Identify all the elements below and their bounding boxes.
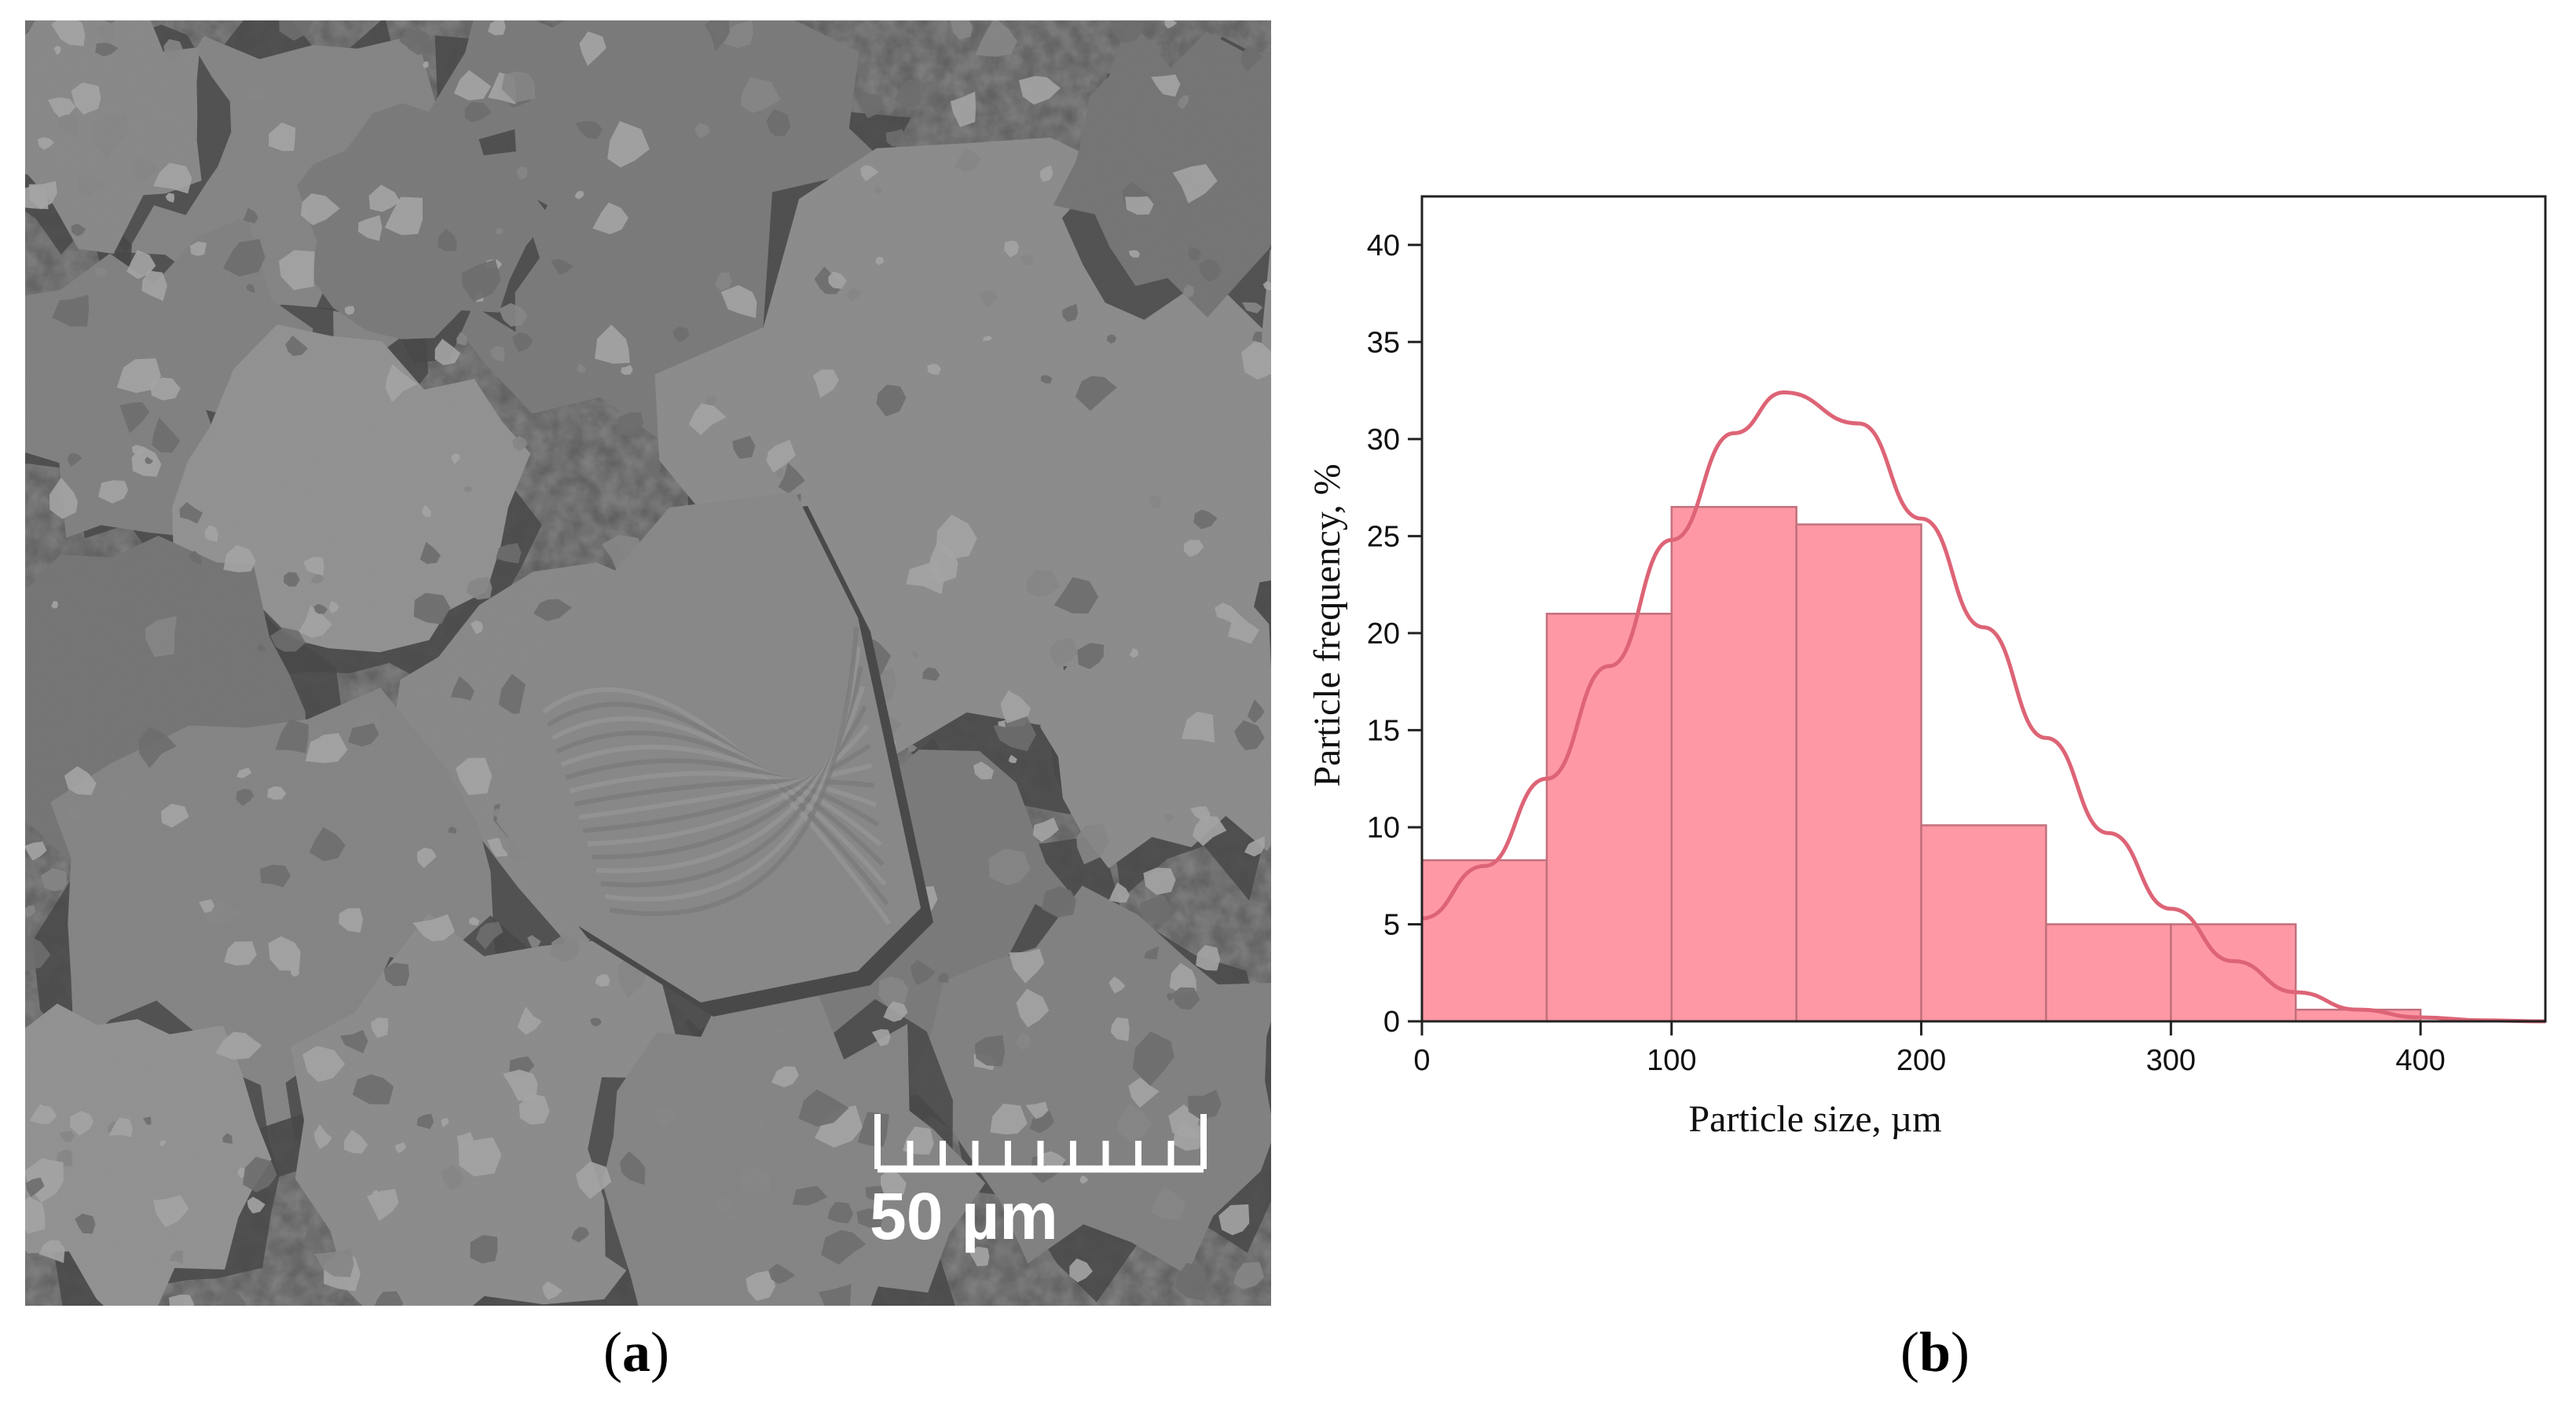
bar-200-250 <box>1920 824 2047 1023</box>
y-tick-label-20: 20 <box>1367 618 1400 651</box>
panel-label-b-letter: b <box>1918 1321 1951 1384</box>
x-axis-ticks: 0 100 200 300 400 <box>1413 1021 2446 1077</box>
bar-300-350 <box>2170 923 2297 1023</box>
y-tick-label-5: 5 <box>1383 908 1400 941</box>
y-tick-label-0: 0 <box>1383 1006 1400 1039</box>
y-tick-label-30: 30 <box>1367 423 1400 456</box>
y-tick-label-35: 35 <box>1367 326 1400 359</box>
y-tick-label-10: 10 <box>1367 812 1400 845</box>
panel-label-b-close: ) <box>1951 1321 1970 1384</box>
panel-label-b: (b) <box>1900 1324 1970 1380</box>
y-axis-ticks: 0 5 10 15 20 25 30 35 40 <box>1367 229 1422 1039</box>
x-tick-label-100: 100 <box>1647 1044 1696 1077</box>
x-tick-label-300: 300 <box>2146 1044 2196 1077</box>
y-tick-label-40: 40 <box>1367 229 1400 262</box>
sem-image <box>25 20 1271 1306</box>
panel-label-b-open: ( <box>1900 1321 1919 1384</box>
bar-150-200 <box>1795 523 1922 1023</box>
bar-100-150 <box>1670 506 1797 1023</box>
x-axis-title: Particle size, µm <box>1688 1098 1941 1140</box>
scale-bar-label: 50 µm <box>870 1179 1058 1253</box>
histogram-panel: 0 100 200 300 400 0 5 10 15 20 25 30 35 40 Particle … <box>1281 157 2569 1171</box>
bar-250-300 <box>2045 923 2172 1023</box>
x-tick-label-400: 400 <box>2395 1044 2445 1077</box>
plot-frame <box>1420 195 2547 1023</box>
y-tick-label-25: 25 <box>1367 520 1400 553</box>
panel-label-a: (a) <box>603 1324 669 1380</box>
x-tick-label-200: 200 <box>1896 1044 1946 1077</box>
fit-curve <box>1421 390 2546 1024</box>
histogram-bars <box>1420 506 2422 1023</box>
panel-label-a-open: ( <box>603 1321 622 1384</box>
y-tick-label-15: 15 <box>1367 714 1400 747</box>
x-tick-label-0: 0 <box>1413 1044 1430 1077</box>
panel-label-a-letter: a <box>622 1321 650 1384</box>
scale-bar <box>874 1114 1207 1173</box>
histogram-chart: 0 100 200 300 400 0 5 10 15 20 25 30 35 40 Particle … <box>1306 195 2547 1140</box>
bar-50-100 <box>1545 612 1673 1023</box>
panel-label-a-close: ) <box>650 1321 669 1384</box>
sem-micrograph: 50 µm <box>25 20 1271 1306</box>
bar-0-50 <box>1420 859 1548 1023</box>
y-axis-title: Particle frequency, % <box>1306 464 1348 786</box>
